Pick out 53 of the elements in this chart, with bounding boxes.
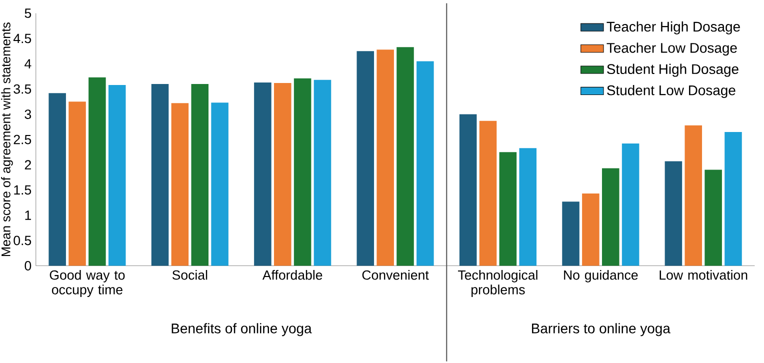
- y-tick-label: 3.5: [14, 84, 32, 94]
- bar: [519, 148, 537, 266]
- bar: [88, 78, 106, 266]
- x-tick-label: No guidance: [564, 270, 638, 282]
- y-tick-label: 0.5: [14, 236, 32, 246]
- y-tick-label: 5: [24, 8, 32, 18]
- y-tick-label: 3: [24, 110, 32, 120]
- bar: [499, 152, 517, 266]
- bar: [684, 126, 702, 266]
- bar: [376, 50, 394, 266]
- bar: [48, 93, 66, 266]
- y-tick-label: 1: [25, 210, 31, 220]
- bar: [171, 103, 189, 266]
- bar: [724, 132, 742, 266]
- y-axis-title: Mean score of agreement with statements: [1, 22, 13, 256]
- x-tick-label: Affordable: [262, 270, 322, 280]
- bar: [704, 170, 722, 266]
- bar: [479, 120, 497, 266]
- y-tick-label: 2: [24, 160, 31, 170]
- bar: [664, 161, 682, 266]
- bar: [416, 61, 434, 266]
- bar: [294, 78, 312, 266]
- bar: [274, 83, 292, 266]
- x-tick-label: Social: [172, 270, 208, 280]
- text: Barriers to online yoga: [532, 323, 670, 336]
- x-tick-label: Good way to occupy time: [50, 270, 125, 298]
- bar: [622, 144, 640, 266]
- bar: [356, 51, 374, 266]
- x-tick-label: Technological problems: [458, 270, 538, 298]
- y-tick-label: 4.5: [13, 34, 32, 44]
- bar: [68, 102, 86, 266]
- bar: [211, 102, 228, 266]
- bar: [396, 47, 414, 266]
- bar: [314, 80, 332, 266]
- x-tick-label: Convenient: [362, 270, 429, 280]
- x-tick-label: Low motivation: [660, 270, 748, 280]
- bar: [562, 202, 580, 266]
- text: Benefits of online yoga: [172, 323, 312, 336]
- legend-label: Student High Dosage: [607, 64, 738, 77]
- y-tick-label: 0: [24, 261, 32, 271]
- y-tick-label: 4: [24, 59, 32, 68]
- bar: [459, 114, 477, 266]
- legend-label: Student Low Dosage: [607, 85, 736, 98]
- bar: [108, 85, 126, 266]
- y-tick-label: 2.5: [14, 134, 32, 144]
- bar: [191, 84, 209, 266]
- bar: [151, 84, 169, 266]
- bar: [254, 82, 272, 266]
- bar: [582, 194, 600, 266]
- y-tick-label: 1.5: [14, 185, 32, 195]
- bar: [602, 168, 620, 266]
- legend-label: Teacher High Dosage: [606, 22, 740, 35]
- legend-label: Teacher Low Dosage: [606, 42, 737, 56]
